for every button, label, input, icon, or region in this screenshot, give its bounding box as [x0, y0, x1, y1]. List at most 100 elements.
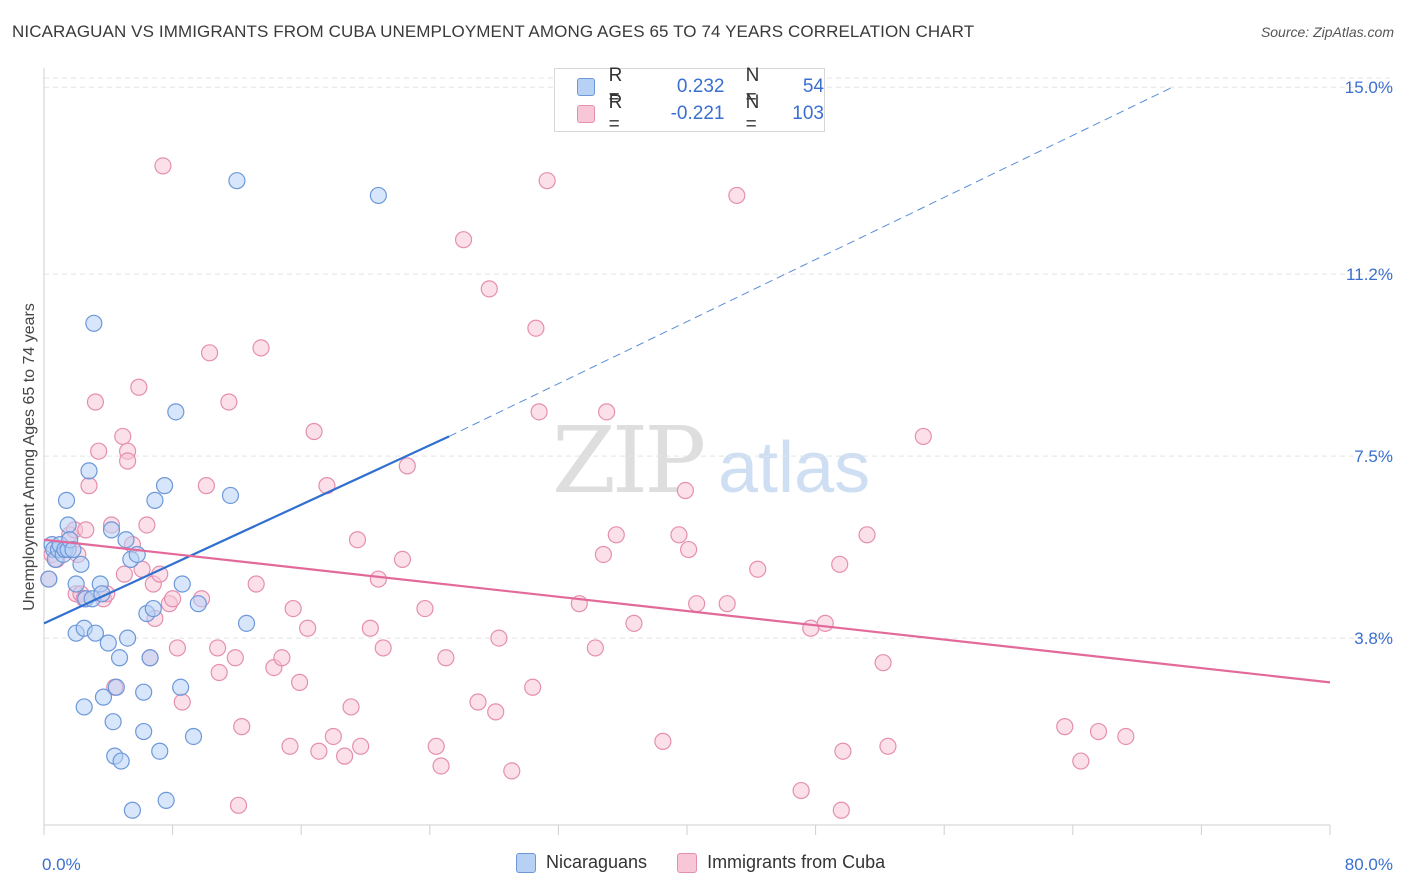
point-nicaraguan — [117, 531, 135, 549]
point-cuba — [324, 727, 342, 746]
point-cuba — [197, 477, 215, 495]
point-cuba — [369, 570, 387, 588]
n-label: N = — [745, 92, 760, 135]
legend-row-nicaraguans: R = 0.232 N = 54 — [577, 65, 824, 108]
point-nicaraguan — [118, 629, 137, 647]
point-cuba — [210, 663, 228, 682]
point-cuba — [503, 762, 521, 780]
point-nicaraguan — [67, 575, 85, 593]
point-nicaraguan — [189, 595, 207, 613]
point-cuba — [138, 516, 156, 534]
r-value-pink: -0.221 — [670, 103, 725, 124]
point-nicaraguan — [107, 678, 125, 696]
r-label: R = — [608, 92, 623, 135]
legend-label-cuba: Immigrants from Cuba — [707, 852, 886, 872]
point-cuba — [336, 747, 354, 765]
point-cuba — [352, 737, 370, 755]
point-nicaraguan — [64, 540, 82, 559]
point-cuba — [305, 422, 323, 441]
point-cuba — [802, 619, 820, 637]
point-cuba — [398, 457, 416, 475]
point-cuba — [607, 526, 625, 544]
point-cuba — [115, 565, 133, 583]
point-cuba — [348, 531, 367, 549]
point-nicaraguan — [57, 491, 76, 509]
point-nicaraguan — [104, 713, 122, 731]
point-cuba — [233, 718, 251, 736]
r-label: R = — [608, 65, 623, 108]
point-cuba — [173, 693, 191, 711]
y-tick-label: 7.5% — [1354, 447, 1393, 466]
point-cuba — [247, 575, 265, 593]
point-cuba — [792, 781, 810, 800]
point-nicaraguan — [135, 683, 153, 701]
point-cuba — [914, 427, 932, 446]
point-cuba — [252, 339, 270, 357]
point-nicaraguan — [75, 698, 93, 716]
point-cuba — [200, 344, 219, 362]
point-cuba — [281, 737, 299, 755]
point-cuba — [524, 678, 542, 696]
point-nicaraguan — [123, 801, 142, 819]
point-cuba — [834, 742, 852, 760]
point-cuba — [676, 481, 694, 500]
point-nicaraguan — [221, 486, 240, 505]
legend-label-nicaraguans: Nicaraguans — [546, 852, 648, 872]
point-cuba — [416, 599, 434, 618]
point-cuba — [226, 649, 244, 667]
point-cuba — [530, 403, 548, 421]
y-tick-label: 11.2% — [1346, 265, 1393, 284]
legend-swatch-pink — [577, 105, 595, 123]
point-nicaraguan — [369, 186, 387, 205]
legend-item-cuba: Immigrants from Cuba — [677, 852, 885, 873]
point-cuba — [1072, 752, 1090, 770]
point-cuba — [469, 693, 487, 711]
point-cuba — [118, 452, 137, 470]
x-tick-label: 0.0% — [42, 855, 81, 874]
point-nicaraguan — [173, 575, 191, 593]
n-value-blue: 54 — [802, 76, 824, 97]
point-cuba — [831, 555, 849, 573]
point-cuba — [832, 801, 850, 819]
point-cuba — [168, 639, 187, 657]
point-cuba — [229, 796, 248, 814]
point-cuba — [680, 540, 698, 559]
trend-line-cuba — [43, 538, 1331, 684]
point-nicaraguan — [146, 491, 164, 509]
source-label: Source: ZipAtlas.com — [1260, 24, 1394, 40]
point-cuba — [374, 639, 392, 657]
point-cuba — [130, 378, 148, 396]
point-cuba — [654, 732, 672, 750]
legend-row-cuba: R = -0.221 N = 103 — [577, 92, 824, 135]
point-cuba — [728, 186, 746, 205]
point-cuba — [749, 560, 767, 578]
legend-swatch-pink — [677, 852, 698, 873]
point-cuba — [454, 231, 473, 249]
point-cuba — [80, 477, 98, 495]
point-cuba — [342, 698, 360, 716]
point-cuba — [879, 737, 897, 755]
point-cuba — [154, 157, 172, 175]
watermark-zip: ZIP — [552, 407, 703, 514]
point-cuba — [284, 599, 302, 618]
point-nicaraguan — [99, 634, 117, 652]
legend-item-nicaraguans: Nicaraguans — [516, 852, 647, 873]
point-cuba — [393, 550, 412, 568]
r-value-blue: 0.232 — [676, 76, 725, 97]
point-nicaraguan — [167, 403, 185, 421]
point-cuba — [688, 595, 706, 613]
point-nicaraguan — [85, 314, 103, 332]
point-cuba — [209, 639, 227, 657]
point-nicaraguan — [135, 722, 153, 741]
point-cuba — [594, 545, 613, 564]
point-nicaraguan — [110, 649, 129, 667]
point-nicaraguan — [184, 727, 203, 746]
y-tick-label: 15.0% — [1345, 78, 1393, 97]
point-cuba — [586, 639, 604, 657]
point-nicaraguan — [72, 555, 90, 573]
point-cuba — [490, 629, 508, 647]
point-cuba — [273, 649, 291, 667]
point-nicaraguan — [112, 752, 130, 770]
point-cuba — [527, 319, 545, 337]
point-cuba — [299, 619, 317, 637]
